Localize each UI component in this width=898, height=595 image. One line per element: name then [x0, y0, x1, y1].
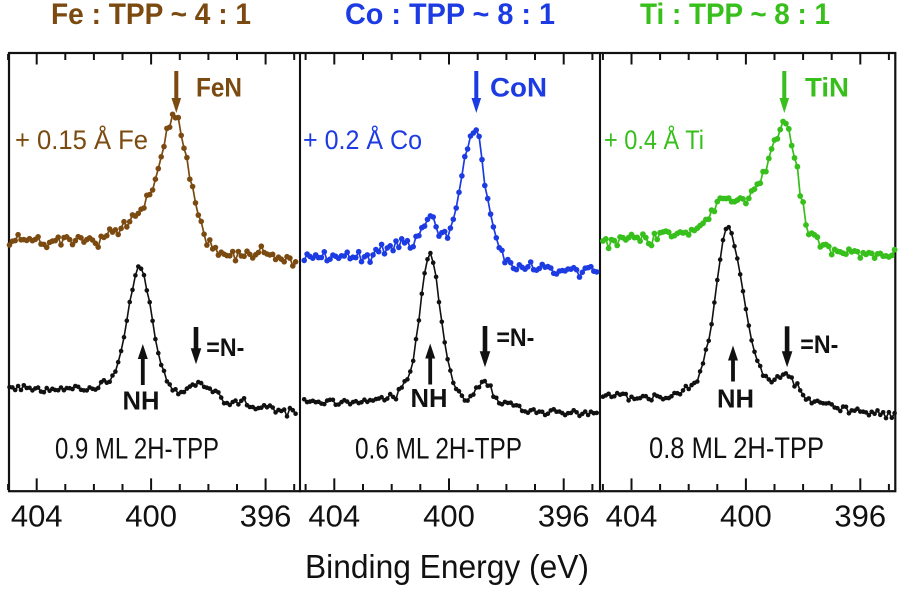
svg-text:+ 0.4 Å Ti: + 0.4 Å Ti [604, 124, 704, 155]
svg-text:0.9 ML 2H-TPP: 0.9 ML 2H-TPP [55, 433, 219, 466]
svg-text:404: 404 [606, 499, 658, 534]
svg-text:NH: NH [717, 384, 754, 414]
svg-text:0.8 ML 2H-TPP: 0.8 ML 2H-TPP [649, 432, 824, 465]
svg-text:400: 400 [720, 499, 772, 534]
svg-text:396: 396 [834, 499, 886, 534]
svg-text:Co : TPP ~ 8 : 1: Co : TPP ~ 8 : 1 [345, 0, 555, 31]
svg-text:396: 396 [538, 499, 590, 534]
svg-text:NH: NH [411, 383, 448, 413]
svg-text:0.6 ML 2H-TPP: 0.6 ML 2H-TPP [355, 433, 522, 466]
svg-text:NH: NH [123, 385, 160, 415]
svg-text:396: 396 [240, 499, 292, 534]
svg-text:Binding Energy (eV): Binding Energy (eV) [305, 548, 589, 585]
svg-text:+ 0.15 Å Fe: + 0.15 Å Fe [15, 124, 148, 155]
svg-text:CoN: CoN [490, 72, 547, 102]
svg-text:FeN: FeN [196, 72, 242, 102]
svg-text:Ti : TPP ~ 8 : 1: Ti : TPP ~ 8 : 1 [640, 0, 830, 31]
svg-text:=N-: =N- [206, 334, 244, 362]
svg-text:=N-: =N- [800, 331, 838, 359]
svg-text:Fe : TPP ~ 4 : 1: Fe : TPP ~ 4 : 1 [51, 0, 251, 31]
svg-text:=N-: =N- [496, 324, 534, 352]
svg-text:404: 404 [308, 499, 360, 534]
svg-text:404: 404 [11, 499, 63, 534]
svg-text:+ 0.2 Å Co: + 0.2 Å Co [303, 124, 422, 155]
svg-text:400: 400 [423, 499, 475, 534]
svg-text:400: 400 [125, 499, 177, 534]
svg-text:TiN: TiN [805, 72, 849, 102]
